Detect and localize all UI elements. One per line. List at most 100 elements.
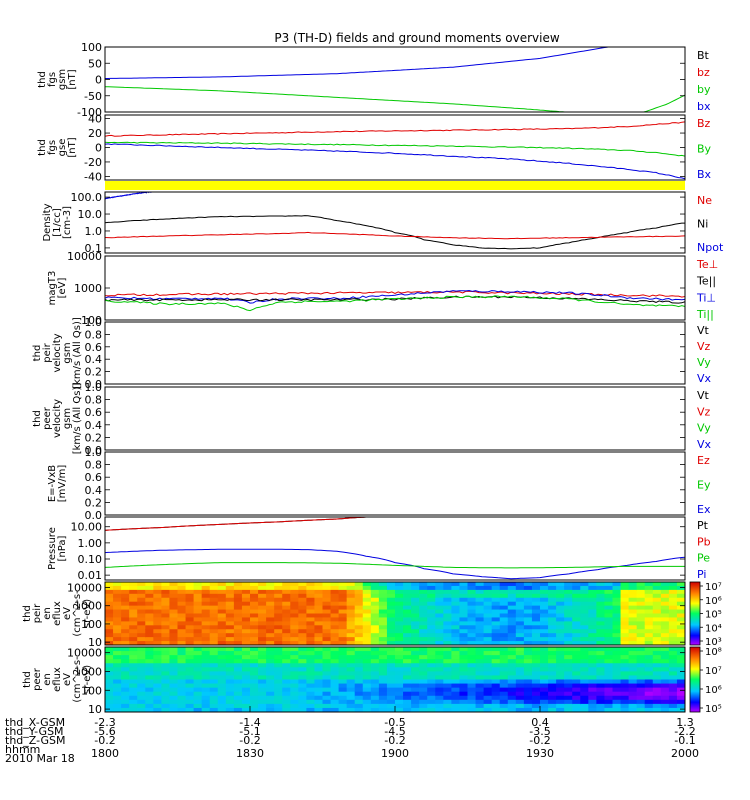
heatmap-cell [612, 703, 622, 709]
heatmap-cell [185, 691, 195, 697]
x-tick-value: -0.2 [239, 734, 260, 747]
heatmap-cell [282, 675, 291, 681]
heatmap-cell [330, 593, 340, 599]
heatmap-cell [274, 601, 283, 607]
heatmap-cell [121, 679, 130, 685]
heatmap-cell [258, 617, 267, 622]
heatmap-cell [572, 609, 581, 615]
heatmap-cell [419, 589, 428, 595]
heatmap-cell [604, 699, 614, 705]
heatmap-cell [161, 582, 171, 587]
heatmap-cell [507, 585, 517, 591]
heatmap-cell [395, 601, 404, 607]
heatmap-cell [217, 671, 227, 677]
heatmap-cell [531, 605, 541, 611]
heatmap-cell [298, 659, 307, 664]
heatmap-cell [306, 601, 316, 607]
heatmap-cell [540, 601, 549, 607]
heatmap-cell [523, 582, 533, 587]
heatmap-cell [386, 647, 396, 652]
heatmap-cell [483, 625, 493, 630]
heatmap-cell [564, 699, 573, 705]
heatmap-cell [250, 667, 259, 672]
heatmap-cell [499, 582, 509, 587]
heatmap-cell [660, 593, 670, 599]
heatmap-cell [241, 582, 251, 587]
heatmap-cell [443, 589, 452, 595]
heatmap-cell [241, 699, 251, 705]
heatmap-cell [548, 621, 557, 626]
y-tick-label: 0.6 [85, 471, 103, 484]
heatmap-cell [475, 651, 485, 656]
heatmap-cell [443, 703, 452, 709]
heatmap-cell [515, 691, 525, 697]
heatmap-cell [588, 585, 597, 591]
heatmap-cell [531, 617, 541, 622]
heatmap-cell [250, 633, 259, 638]
heatmap-cell [620, 695, 630, 701]
heatmap-cell [233, 625, 243, 630]
heatmap-cell [395, 582, 404, 587]
footer-label: 2010 Mar 18 [5, 752, 75, 765]
heatmap-cell [395, 707, 404, 712]
colorbar-tick-label: 10⁷ [705, 666, 722, 677]
heatmap-cell [636, 655, 646, 660]
x-tick-time: 2000 [671, 747, 699, 760]
heatmap-cell [362, 683, 372, 689]
heatmap-cell [443, 637, 452, 642]
heatmap-cell [354, 585, 364, 591]
heatmap-cell [169, 683, 179, 689]
heatmap-cell [604, 629, 614, 634]
heatmap-cell [258, 703, 267, 709]
heatmap-cell [282, 663, 291, 668]
heatmap-cell [209, 589, 219, 595]
heatmap-cell [225, 675, 235, 681]
heatmap-cell [209, 691, 219, 697]
heatmap-cell [330, 589, 340, 595]
heatmap-cell [290, 659, 299, 664]
y-tick-label: 0.4 [85, 484, 103, 497]
heatmap-cell [129, 637, 138, 642]
heatmap-cell [588, 597, 597, 603]
heatmap-cell [628, 605, 638, 611]
heatmap-cell [233, 609, 243, 615]
heatmap-cell [282, 671, 291, 677]
heatmap-cell [201, 605, 211, 611]
heatmap-cell [419, 659, 428, 664]
heatmap-cell [250, 679, 259, 685]
legend-entry: Ti|| [696, 308, 714, 321]
heatmap-cell [491, 651, 501, 656]
heatmap-cell [322, 691, 332, 697]
heatmap-cell [531, 589, 541, 595]
heatmap-cell [483, 667, 493, 672]
heatmap-cell [596, 582, 606, 587]
heatmap-cell [153, 655, 162, 660]
heatmap-cell [145, 621, 154, 626]
heatmap-cell [193, 597, 203, 603]
heatmap-cell [274, 625, 283, 630]
heatmap-cell [548, 582, 557, 587]
heatmap-cell [499, 641, 509, 645]
heatmap-cell [676, 671, 685, 677]
heatmap-cell [580, 659, 589, 664]
x-tick-time: 1900 [381, 747, 409, 760]
heatmap-cell [515, 655, 525, 660]
heatmap-cell [644, 675, 654, 681]
heatmap-cell [330, 695, 340, 701]
heatmap-cell [338, 663, 348, 668]
y-tick-label: 100 [81, 684, 102, 697]
heatmap-cell [540, 651, 549, 656]
heatmap-cell [467, 655, 477, 660]
heatmap-cell [153, 605, 162, 611]
heatmap-cell [652, 707, 662, 712]
heatmap-cell [386, 707, 396, 712]
heatmap-cell [499, 671, 509, 677]
heatmap-cell [314, 671, 324, 677]
y-tick-label: 0 [95, 142, 102, 155]
heatmap-cell [411, 687, 420, 693]
heatmap-cell [241, 609, 251, 615]
heatmap-cell [403, 679, 412, 685]
heatmap-cell [435, 699, 444, 705]
heatmap-cell [290, 695, 299, 701]
heatmap-cell [241, 659, 251, 664]
